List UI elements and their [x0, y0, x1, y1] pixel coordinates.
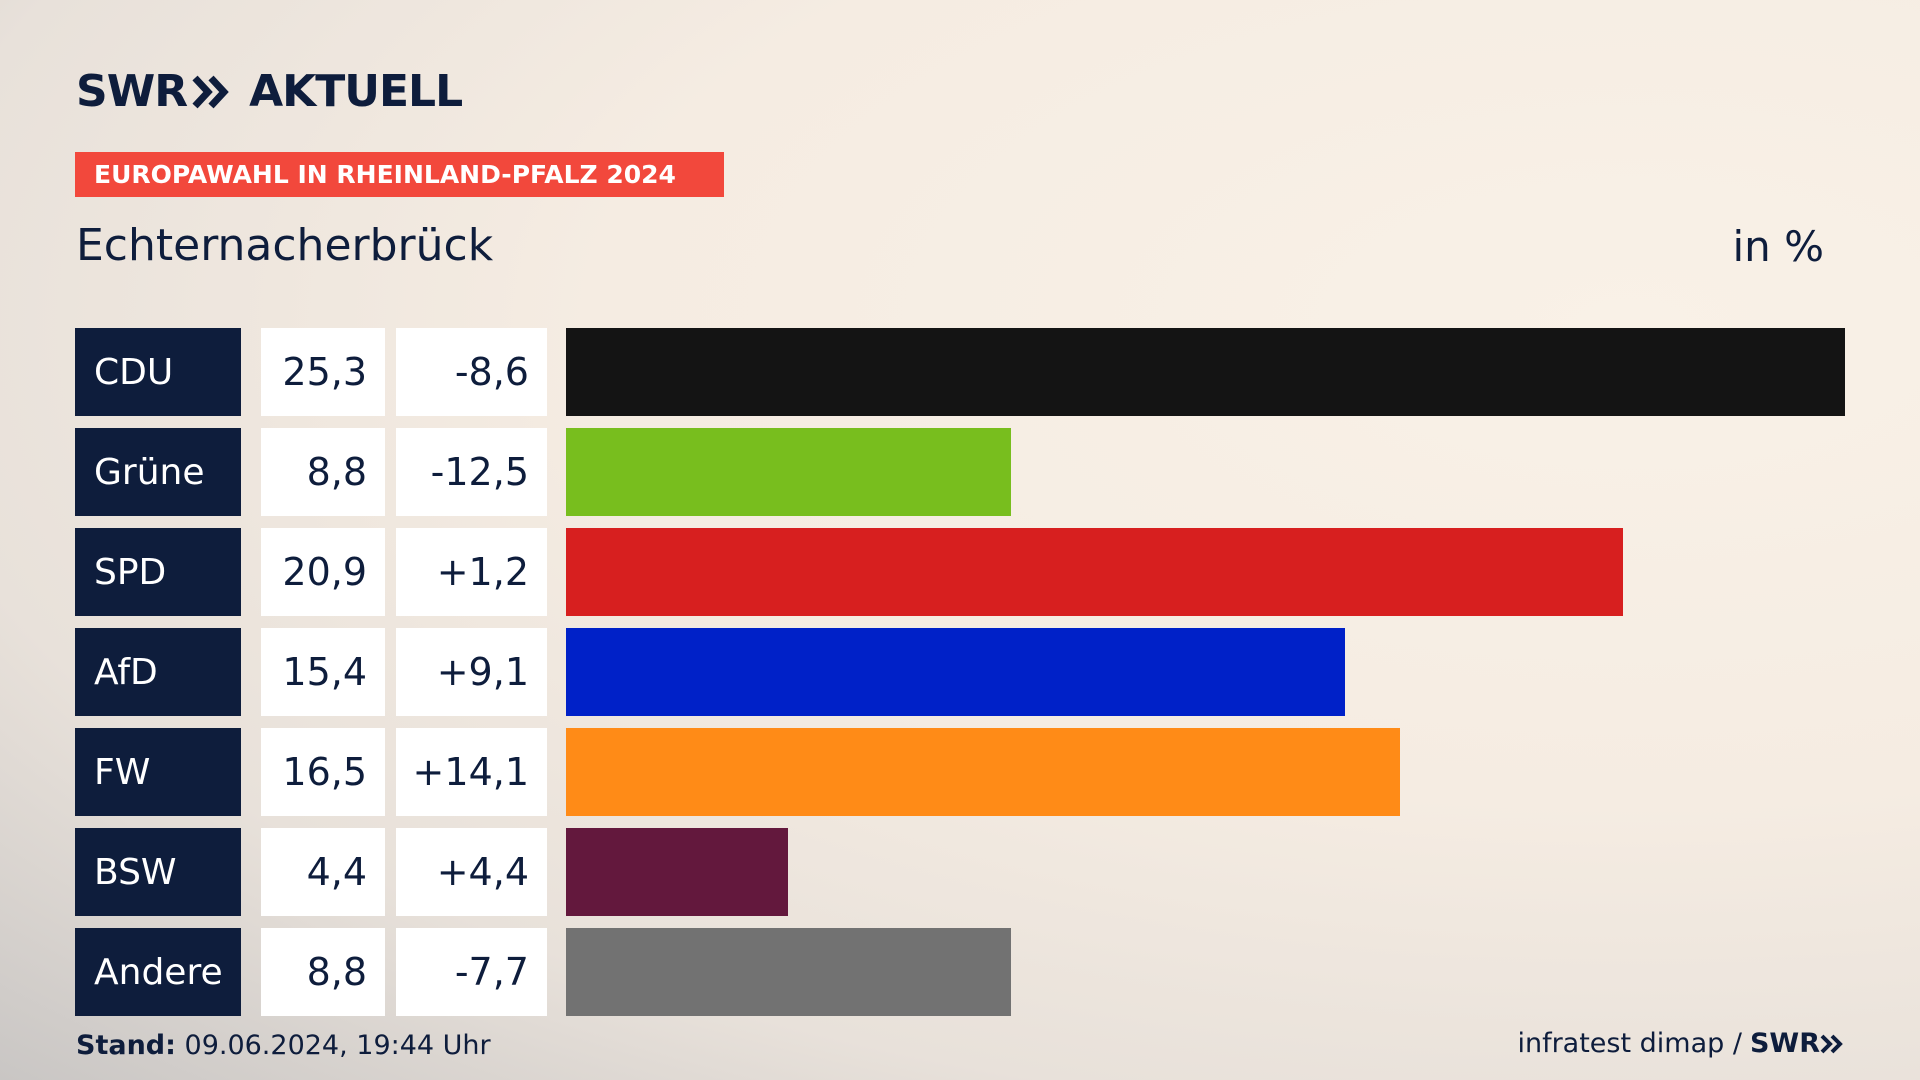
swr-brand: SWR: [76, 66, 231, 117]
result-bar: [566, 928, 1011, 1016]
change-label: +14,1: [396, 728, 547, 816]
source-credit: infratest dimap / SWR: [1517, 1028, 1844, 1059]
party-label: SPD: [75, 528, 241, 616]
timestamp: Stand: 09.06.2024, 19:44 Uhr: [76, 1030, 491, 1061]
vote-share-label: 15,4: [261, 628, 385, 716]
vote-share-label: 16,5: [261, 728, 385, 816]
change-label: +1,2: [396, 528, 547, 616]
unit-label: in %: [1732, 222, 1824, 271]
result-row: BSW 4,4 +4,4: [75, 828, 1845, 916]
section-title: AKTUELL: [249, 66, 463, 117]
double-chevron-icon: [191, 75, 231, 109]
change-label: -7,7: [396, 928, 547, 1016]
party-label: Andere: [75, 928, 241, 1016]
change-label: -8,6: [396, 328, 547, 416]
swr-brand-text: SWR: [76, 66, 188, 117]
swr-footer-brand: SWR: [1750, 1028, 1844, 1059]
result-bar: [566, 628, 1345, 716]
result-bar: [566, 328, 1845, 416]
change-label: +4,4: [396, 828, 547, 916]
result-bar: [566, 728, 1400, 816]
result-row: Andere 8,8 -7,7: [75, 928, 1845, 1016]
swr-aktuell-logo: SWR AKTUELL: [76, 66, 463, 117]
change-label: -12,5: [396, 428, 547, 516]
stand-label: Stand:: [76, 1030, 176, 1061]
vote-share-label: 25,3: [261, 328, 385, 416]
vote-share-label: 8,8: [261, 928, 385, 1016]
result-row: AfD 15,4 +9,1: [75, 628, 1845, 716]
source-text: infratest dimap /: [1517, 1028, 1742, 1059]
vote-share-label: 4,4: [261, 828, 385, 916]
stand-value: 09.06.2024, 19:44 Uhr: [184, 1030, 491, 1061]
party-label: AfD: [75, 628, 241, 716]
result-row: CDU 25,3 -8,6: [75, 328, 1845, 416]
party-label: BSW: [75, 828, 241, 916]
result-bar: [566, 428, 1011, 516]
result-row: SPD 20,9 +1,2: [75, 528, 1845, 616]
change-label: +9,1: [396, 628, 547, 716]
result-bar: [566, 828, 788, 916]
result-row: Grüne 8,8 -12,5: [75, 428, 1845, 516]
party-label: CDU: [75, 328, 241, 416]
double-chevron-icon: [1820, 1034, 1843, 1053]
vote-share-label: 8,8: [261, 428, 385, 516]
result-bar: [566, 528, 1623, 616]
party-label: Grüne: [75, 428, 241, 516]
place-title: Echternacherbrück: [76, 220, 494, 271]
swr-footer-brand-text: SWR: [1749, 1028, 1820, 1059]
party-label: FW: [75, 728, 241, 816]
result-row: FW 16,5 +14,1: [75, 728, 1845, 816]
election-banner: EUROPAWAHL IN RHEINLAND-PFALZ 2024: [75, 152, 724, 197]
vote-share-label: 20,9: [261, 528, 385, 616]
